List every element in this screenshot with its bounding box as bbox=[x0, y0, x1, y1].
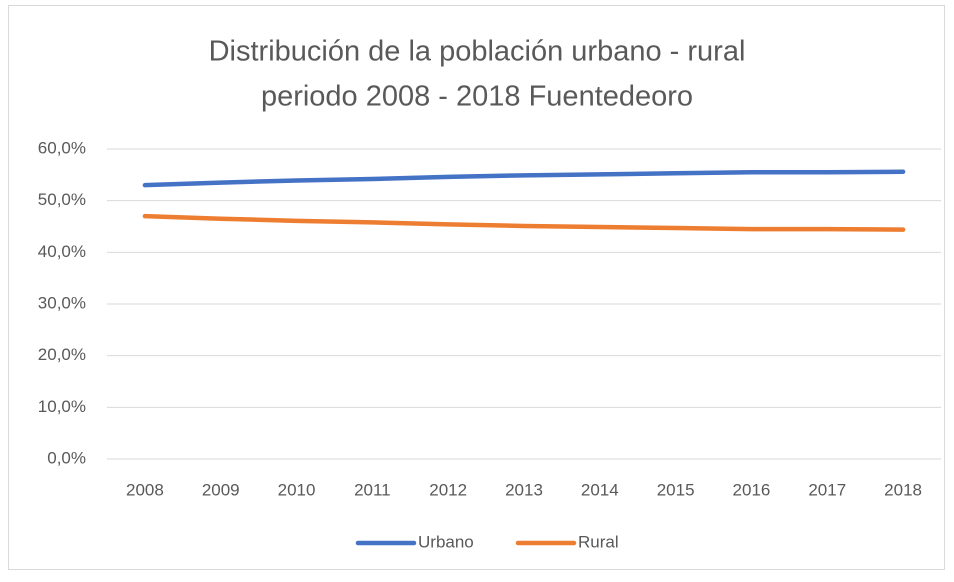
x-tick-label: 2013 bbox=[505, 480, 543, 499]
x-tick-label: 2016 bbox=[733, 480, 771, 499]
legend-label: Rural bbox=[578, 532, 619, 551]
series-line bbox=[142, 169, 906, 188]
y-tick-label: 50,0% bbox=[38, 190, 86, 209]
chart-title: periodo 2008 - 2018 Fuentedeoro bbox=[261, 81, 693, 113]
x-tick-label: 2017 bbox=[808, 480, 846, 499]
y-tick-label: 60,0% bbox=[38, 138, 86, 157]
x-tick-label: 2018 bbox=[884, 480, 922, 499]
series-line bbox=[142, 213, 906, 232]
legend-label: Urbano bbox=[418, 532, 474, 551]
x-tick-label: 2012 bbox=[429, 480, 467, 499]
x-tick-label: 2014 bbox=[581, 480, 619, 499]
y-tick-label: 30,0% bbox=[38, 293, 86, 312]
x-tick-label: 2015 bbox=[657, 480, 695, 499]
y-tick-label: 20,0% bbox=[38, 345, 86, 364]
y-tick-label: 0,0% bbox=[47, 448, 86, 467]
x-tick-label: 2008 bbox=[126, 480, 164, 499]
x-tick-label: 2010 bbox=[278, 480, 316, 499]
y-tick-label: 10,0% bbox=[38, 397, 86, 416]
x-tick-label: 2011 bbox=[354, 480, 391, 499]
x-tick-label: 2009 bbox=[202, 480, 240, 499]
chart-title: Distribución de la población urbano - ru… bbox=[209, 36, 746, 68]
chart-border bbox=[8, 5, 945, 570]
y-tick-label: 40,0% bbox=[38, 242, 86, 261]
